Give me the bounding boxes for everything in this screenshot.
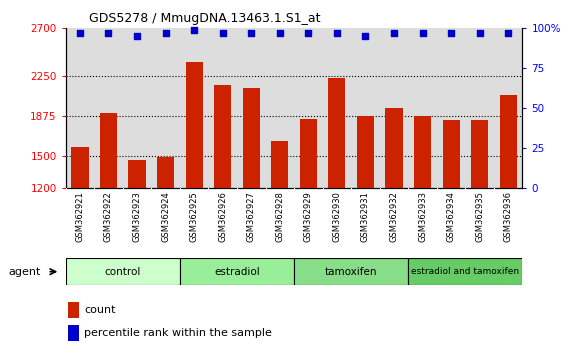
Text: control: control xyxy=(104,267,141,277)
Text: GSM362926: GSM362926 xyxy=(218,191,227,242)
Text: GSM362923: GSM362923 xyxy=(132,191,142,242)
Text: GDS5278 / MmugDNA.13463.1.S1_at: GDS5278 / MmugDNA.13463.1.S1_at xyxy=(89,12,320,25)
Text: GSM362928: GSM362928 xyxy=(275,191,284,242)
Bar xyxy=(68,325,79,341)
Text: GSM362929: GSM362929 xyxy=(304,191,313,242)
Text: estradiol and tamoxifen: estradiol and tamoxifen xyxy=(411,267,520,276)
Bar xyxy=(294,258,408,285)
Point xyxy=(161,30,170,36)
Bar xyxy=(471,120,488,188)
Bar xyxy=(128,160,146,188)
Point xyxy=(132,34,142,39)
Point xyxy=(218,30,227,36)
Text: agent: agent xyxy=(9,267,41,277)
Bar xyxy=(328,78,345,188)
Point xyxy=(275,30,284,36)
Text: GSM362921: GSM362921 xyxy=(75,191,85,242)
Bar xyxy=(71,147,89,188)
Bar xyxy=(385,108,403,188)
Point xyxy=(447,30,456,36)
Text: GSM362931: GSM362931 xyxy=(361,191,370,242)
Bar xyxy=(443,120,460,188)
Text: GSM362922: GSM362922 xyxy=(104,191,113,242)
Point xyxy=(418,30,427,36)
Bar xyxy=(180,258,294,285)
Text: estradiol: estradiol xyxy=(214,267,260,277)
Text: GSM362934: GSM362934 xyxy=(447,191,456,242)
Text: GSM362932: GSM362932 xyxy=(389,191,399,242)
Bar xyxy=(243,88,260,188)
Text: percentile rank within the sample: percentile rank within the sample xyxy=(84,328,272,338)
Point xyxy=(247,30,256,36)
Bar xyxy=(300,119,317,188)
Text: GSM362924: GSM362924 xyxy=(161,191,170,242)
Point xyxy=(389,30,399,36)
Bar xyxy=(100,113,117,188)
Point xyxy=(332,30,341,36)
Text: GSM362936: GSM362936 xyxy=(504,191,513,242)
Bar xyxy=(500,95,517,188)
Bar xyxy=(408,258,522,285)
Bar xyxy=(214,85,231,188)
Text: count: count xyxy=(84,305,115,315)
Bar xyxy=(186,62,203,188)
Text: GSM362935: GSM362935 xyxy=(475,191,484,242)
Text: tamoxifen: tamoxifen xyxy=(325,267,377,277)
Bar xyxy=(271,141,288,188)
Text: GSM362933: GSM362933 xyxy=(418,191,427,242)
Point xyxy=(104,30,113,36)
Bar xyxy=(66,258,180,285)
Text: GSM362927: GSM362927 xyxy=(247,191,256,242)
Text: GSM362925: GSM362925 xyxy=(190,191,199,242)
Bar xyxy=(357,116,374,188)
Point xyxy=(75,30,85,36)
Point xyxy=(304,30,313,36)
Point xyxy=(475,30,484,36)
Point xyxy=(190,27,199,33)
Point xyxy=(504,30,513,36)
Text: GSM362930: GSM362930 xyxy=(332,191,341,242)
Bar xyxy=(68,302,79,318)
Bar xyxy=(414,116,431,188)
Bar xyxy=(157,157,174,188)
Point xyxy=(361,34,370,39)
